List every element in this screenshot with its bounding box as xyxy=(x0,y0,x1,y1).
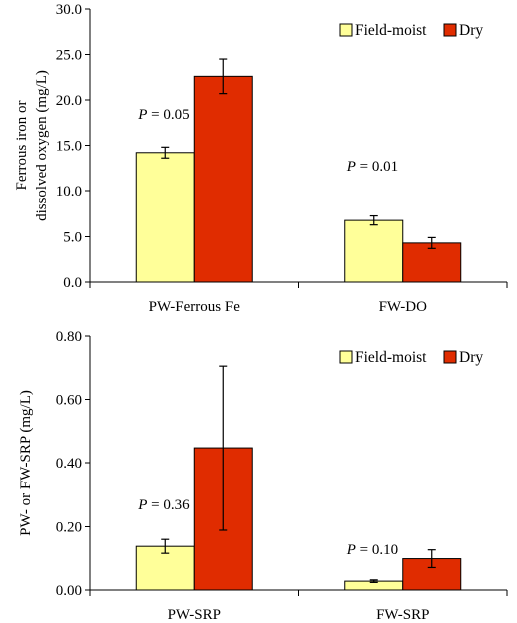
p-value-annotation: P = 0.10 xyxy=(346,542,398,558)
p-value-text: = 0.05 xyxy=(147,107,189,123)
legend: Field-moist Dry xyxy=(339,349,483,366)
legend-swatch xyxy=(339,23,353,37)
bar xyxy=(135,152,195,283)
x-category-label: PW-SRP xyxy=(168,607,221,623)
bar xyxy=(193,75,253,283)
legend: Field-moist Dry xyxy=(339,22,483,39)
y-axis-label: PW- or FW-SRP (mg/L) xyxy=(18,390,34,536)
p-value-text: = 0.36 xyxy=(147,497,190,513)
y-tick-label: 5.0 xyxy=(63,230,82,246)
p-value-symbol: P xyxy=(137,497,147,513)
p-value-symbol: P xyxy=(346,542,356,558)
x-category-label: PW-Ferrous Fe xyxy=(149,299,241,315)
bar xyxy=(344,219,404,283)
y-axis-label: dissolved oxygen (mg/L) xyxy=(34,70,50,221)
y-tick-label: 0.0 xyxy=(63,275,82,291)
y-tick-label: 0.80 xyxy=(56,329,82,345)
chart-panel-1: Ferrous iron or dissolved oxygen (mg/L) 0.… xyxy=(14,2,508,315)
p-value-text: = 0.10 xyxy=(356,542,398,558)
legend-label: Field-moist xyxy=(355,349,427,366)
x-category-label: FW-DO xyxy=(379,299,428,315)
p-value-annotation: P = 0.01 xyxy=(346,159,398,175)
p-value-annotation: P = 0.36 xyxy=(137,497,190,513)
x-category-label: FW-SRP xyxy=(376,607,429,623)
legend-label: Dry xyxy=(459,349,483,366)
legend-swatch xyxy=(443,350,457,364)
y-tick-label: 0.40 xyxy=(56,456,82,472)
y-tick-label: 20.0 xyxy=(56,93,82,109)
p-value-annotation: P = 0.05 xyxy=(137,107,189,123)
y-tick-label: 0.60 xyxy=(56,393,82,409)
y-tick-label: 0.00 xyxy=(56,583,82,599)
legend-swatch xyxy=(339,350,353,364)
y-tick-label: 25.0 xyxy=(56,48,82,64)
chart-panel-2: PW- or FW-SRP (mg/L) 0.00 0.20 0.40 0.60 0.80… xyxy=(18,329,508,623)
y-tick-label: 30.0 xyxy=(56,2,82,18)
legend-label: Field-moist xyxy=(355,22,427,39)
legend-swatch xyxy=(443,23,457,37)
legend-label: Dry xyxy=(459,22,483,39)
p-value-symbol: P xyxy=(346,159,356,175)
y-tick-label: 0.20 xyxy=(56,520,82,536)
y-axis-label: Ferrous iron or xyxy=(14,101,30,191)
p-value-text: = 0.01 xyxy=(356,159,398,175)
y-tick-label: 10.0 xyxy=(56,184,82,200)
p-value-symbol: P xyxy=(137,107,147,123)
y-tick-label: 15.0 xyxy=(56,139,82,155)
